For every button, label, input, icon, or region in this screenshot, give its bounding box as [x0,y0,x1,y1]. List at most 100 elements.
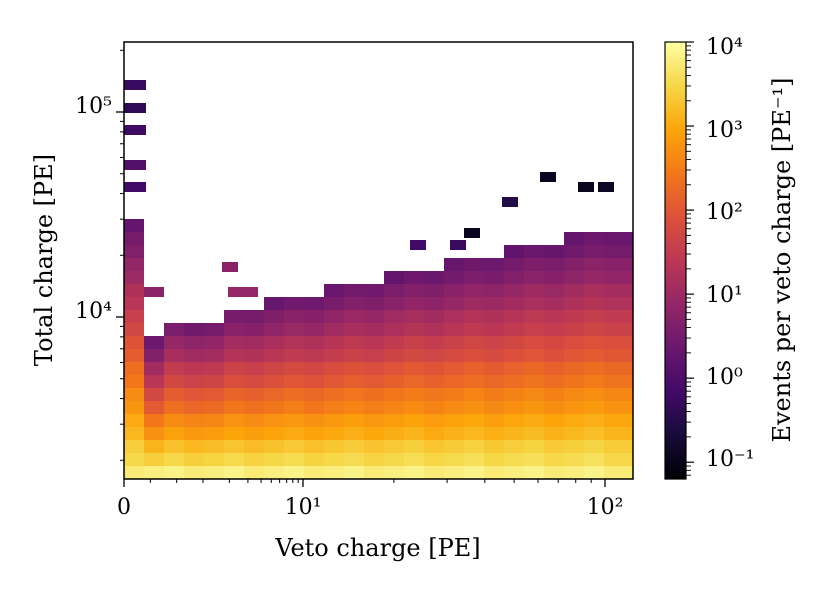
heatmap-cell [564,466,584,479]
heatmap-cell [224,466,244,479]
heatmap-cell [564,349,584,362]
heatmap-cell [344,284,364,297]
heatmap-cell [204,388,224,401]
heatmap-cell [404,349,424,362]
heatmap-cell [604,401,633,414]
heatmap-cell [404,362,424,375]
heatmap-cell [604,297,633,310]
heatmap-cell [204,375,224,388]
heatmap-cell [384,414,404,427]
heatmap-cell [404,284,424,297]
heatmap-cell [484,427,504,440]
heatmap-cell [164,427,184,440]
heatmap-cell [304,466,324,479]
heatmap-cell [364,349,384,362]
heatmap-cell [244,323,264,336]
heatmap-cell [224,453,244,466]
heatmap-cell [544,453,564,466]
heatmap-cell [284,362,304,375]
heatmap-cell [224,349,244,362]
heatmap-cell [144,427,164,440]
heatmap-cell [504,427,524,440]
heatmap-cell [484,297,504,310]
heatmap-cell [244,414,264,427]
heatmap-cell [524,453,544,466]
heatmap-cell [544,401,564,414]
heatmap-cell [584,310,604,323]
heatmap-cell [544,362,564,375]
heatmap-cell [544,414,564,427]
heatmap-cell [304,427,324,440]
heatmap-cell [524,375,544,388]
heatmap-cell [444,362,464,375]
heatmap-cell [484,466,504,479]
heatmap-cell [484,414,504,427]
heatmap-cell [464,284,484,297]
heatmap-cell [264,375,284,388]
heatmap-cell [384,466,404,479]
heatmap-cell [244,453,264,466]
heatmap-cell [564,232,584,245]
heatmap-cell [584,401,604,414]
heatmap-cell [224,336,244,349]
heatmap-cell [584,440,604,453]
heatmap-cell [544,297,564,310]
colorbar-tick-label-0: 10⁻¹ [706,447,754,472]
heatmap-cell [284,414,304,427]
heatmap-cell [464,297,484,310]
heatmap-cell [404,297,424,310]
heatmap-cell [164,440,184,453]
heatmap-cell [464,401,484,414]
heatmap-cell [264,336,284,349]
heatmap-cell [304,336,324,349]
heatmap-cell [450,240,466,250]
heatmap-cell [344,375,364,388]
heatmap-cell [364,401,384,414]
heatmap-cell [184,453,204,466]
heatmap-cell [564,388,584,401]
colorbar-tick-label-4: 10³ [706,118,743,143]
heatmap-cell [184,466,204,479]
heatmap-cell [404,388,424,401]
heatmap-cell [544,388,564,401]
heatmap-cell [304,401,324,414]
heatmap-cell [224,362,244,375]
heatmap-cell [124,232,144,245]
heatmap-cell [164,466,184,479]
heatmap-cell [124,182,146,192]
heatmap-cell [564,284,584,297]
heatmap-cell [364,297,384,310]
heatmap-cell [164,349,184,362]
heatmap-cell [604,310,633,323]
heatmap-cell [184,323,204,336]
heatmap-cell [124,271,144,284]
heatmap-cell [304,323,324,336]
heatmap-cell [424,284,444,297]
heatmap-cell [264,440,284,453]
heatmap-cells [124,80,633,479]
heatmap-cell [544,466,564,479]
heatmap-cell [384,440,404,453]
heatmap-cell [584,258,604,271]
heatmap-cell [484,336,504,349]
heatmap-cell [464,440,484,453]
heatmap-cell [384,323,404,336]
heatmap-cell [584,362,604,375]
heatmap-cell [484,375,504,388]
heatmap-cell [124,323,144,336]
heatmap-cell [124,297,144,310]
heatmap-cell [184,336,204,349]
colorbar-ticks [686,41,694,476]
heatmap-cell [504,323,524,336]
heatmap-cell [144,287,164,297]
heatmap-cell [404,401,424,414]
heatmap-cell [344,414,364,427]
heatmap-cell [424,362,444,375]
y-tick-label-1e5: 10⁵ [75,94,112,119]
colorbar-tick-label-3: 10² [706,200,743,225]
heatmap-cell [304,388,324,401]
heatmap-cell [444,271,464,284]
heatmap-cell [444,440,464,453]
y-tick-label-1e4: 10⁴ [75,299,112,324]
heatmap-cell [284,297,304,310]
